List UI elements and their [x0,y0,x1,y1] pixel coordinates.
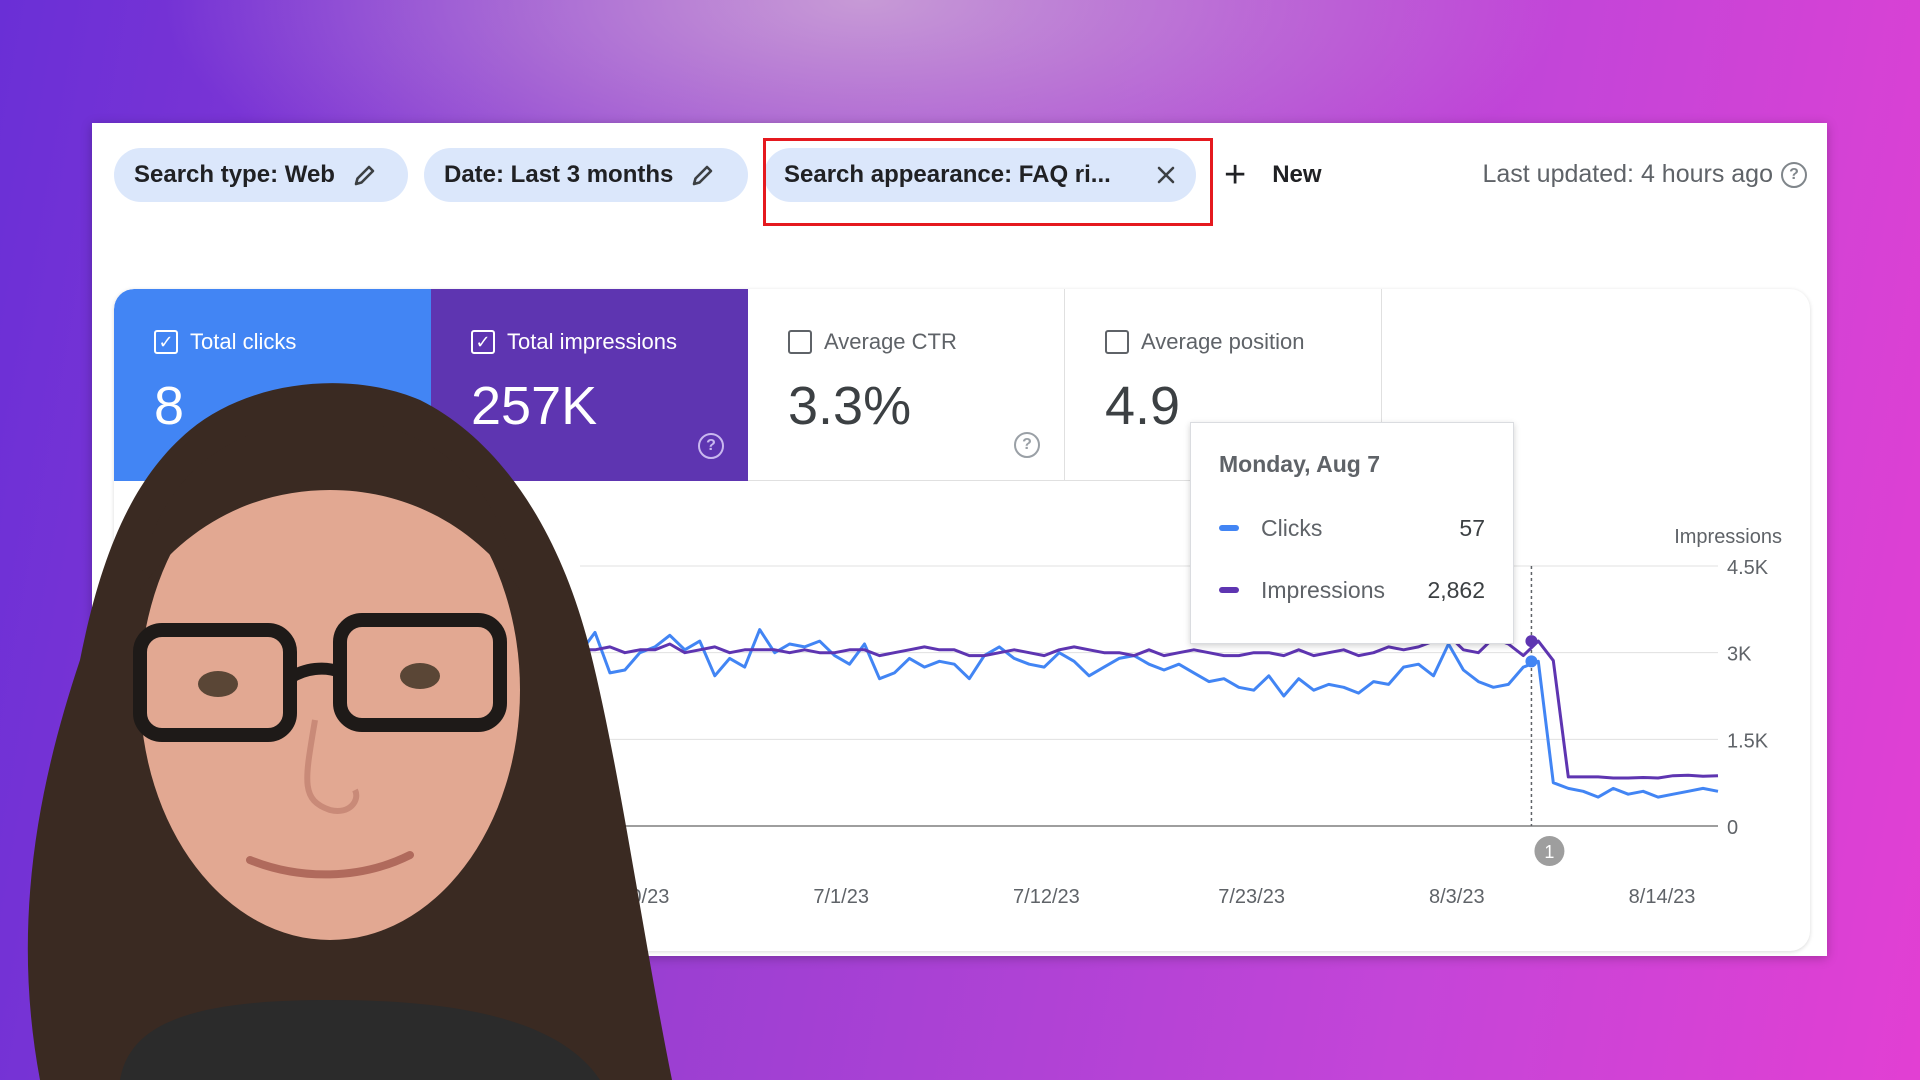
tooltip-clicks-label: Clicks [1261,514,1323,541]
checkbox-checked-icon[interactable]: ✓ [154,330,178,354]
date-filter-chip[interactable]: Date: Last 3 months [424,148,748,202]
checkbox-unchecked-icon[interactable] [788,330,812,354]
tooltip-row-impressions: Impressions 2,862 [1219,570,1485,610]
close-icon[interactable] [1156,165,1176,185]
total-impressions-value: 257K [471,376,598,436]
tooltip-impressions-value: 2,862 [1427,576,1485,603]
tooltip-clicks-value: 57 [1459,514,1485,541]
last-updated-status: Last updated: 4 hours ago ? [1482,160,1807,189]
average-position-card[interactable]: Average position 4.9 [1065,289,1382,481]
tooltip-impressions-label: Impressions [1261,576,1385,603]
x-tick-label: 7/12/23 [1013,886,1080,908]
pencil-icon[interactable] [353,163,377,187]
hover-point-impressions [1525,635,1538,648]
right-axis-label: Impressions [1674,526,1782,548]
total-clicks-value: 8 [154,376,185,436]
average-position-label: Average position [1141,329,1305,354]
total-clicks-label: Total clicks [190,329,297,354]
search-appearance-filter-chip[interactable]: Search appearance: FAQ ri... [764,148,1196,202]
checkbox-unchecked-icon[interactable] [1105,330,1129,354]
impressions-swatch [1219,587,1239,593]
last-updated-text: Last updated: 4 hours ago [1482,160,1773,188]
x-tick-label: 8/3/23 [1429,886,1485,908]
average-position-value: 4.9 [1105,376,1181,436]
plus-icon: + [1224,154,1247,196]
filter-highlight-box [763,138,1213,226]
x-tick-label: 7/1/23 [813,886,869,908]
search-type-filter-label: Search type: Web [134,161,335,188]
y-tick-label: 4.5K [1727,557,1769,579]
y-tick-label: 1.5K [1727,730,1769,752]
pencil-icon[interactable] [691,163,715,187]
chart-tooltip: Monday, Aug 7 Clicks 57 Impressions 2,86… [1190,422,1514,644]
annotation-marker [1534,836,1565,866]
date-filter-label: Date: Last 3 months [444,161,674,188]
search-appearance-filter-label: Search appearance: FAQ ri... [784,161,1111,188]
tooltip-date: Monday, Aug 7 [1219,451,1380,477]
average-ctr-label: Average CTR [824,329,957,354]
tooltip-row-clicks: Clicks 57 [1219,508,1485,548]
annotation-marker-label: 1 [1544,842,1554,862]
series-line-impressions [580,633,1719,780]
new-filter-label: New [1272,161,1322,188]
help-icon[interactable]: ? [698,433,724,459]
new-filter-button[interactable]: + New [1224,150,1322,200]
presenter-photo [27,383,672,1080]
y-tick-label: 0 [1727,817,1738,839]
average-ctr-card[interactable]: Average CTR 3.3% ? [748,289,1065,481]
clicks-swatch [1219,525,1239,531]
help-icon[interactable]: ? [1014,432,1040,458]
hover-point-clicks [1525,655,1538,668]
y-tick-label: 3K [1727,644,1752,666]
search-type-filter-chip[interactable]: Search type: Web [114,148,408,202]
x-tick-label: 7/23/23 [1218,886,1285,908]
average-ctr-value: 3.3% [788,376,912,436]
x-tick-label: 8/14/23 [1629,886,1696,908]
help-icon[interactable]: ? [1781,161,1807,188]
checkbox-checked-icon[interactable]: ✓ [471,330,495,354]
total-impressions-label: Total impressions [507,329,677,354]
